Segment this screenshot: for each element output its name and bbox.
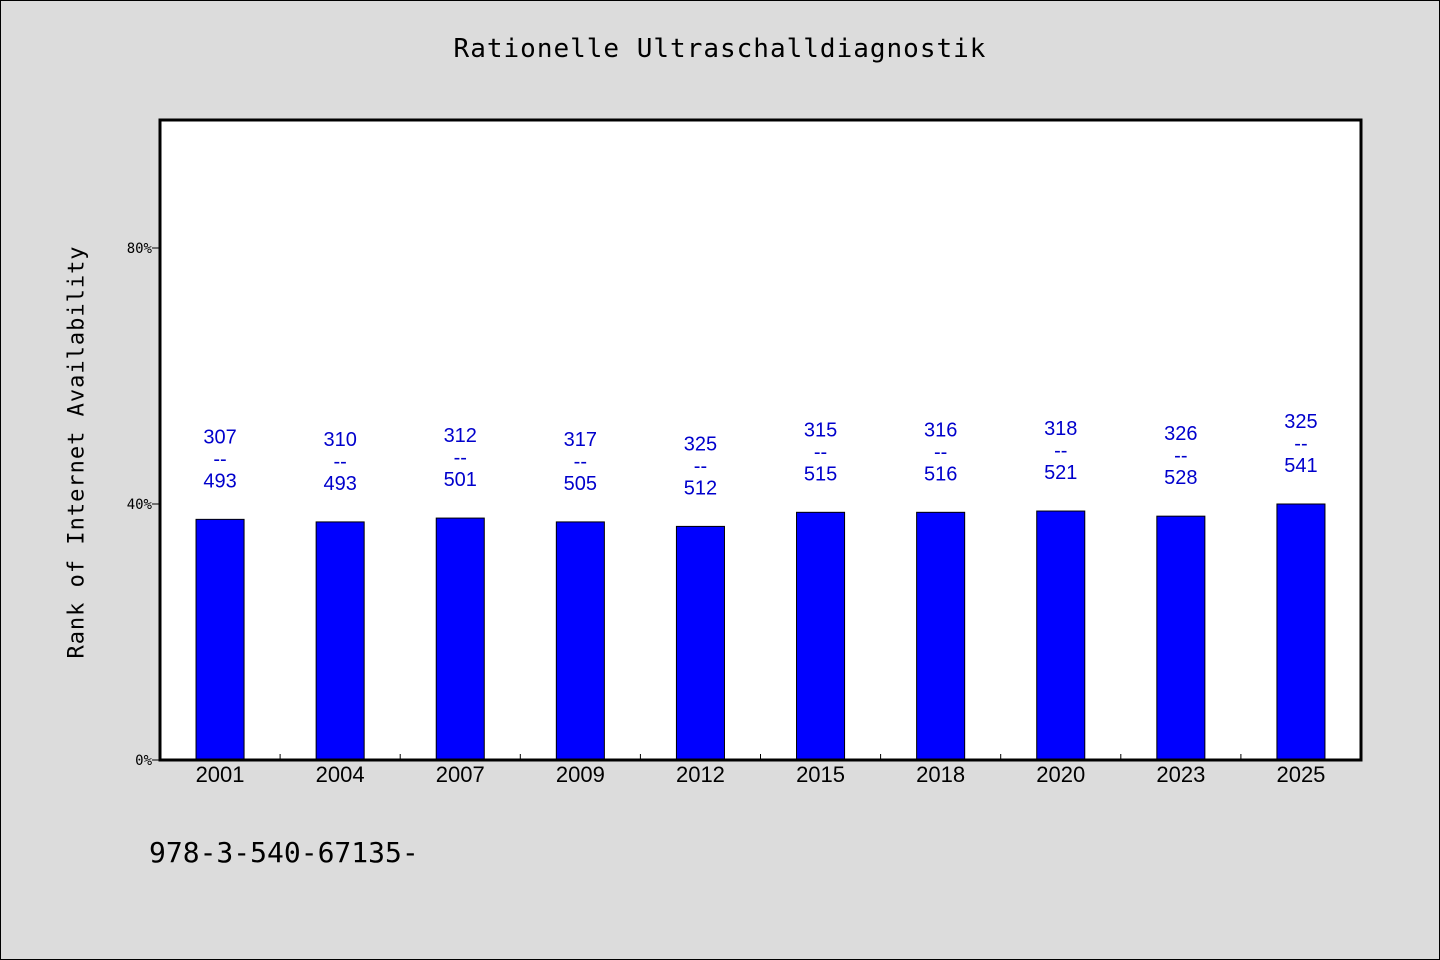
y-tick-label: 0%: [135, 753, 152, 769]
data-label: 521: [1044, 462, 1077, 484]
data-label: 541: [1284, 455, 1317, 477]
bars-group: [195, 503, 1326, 761]
data-label: 318: [1044, 418, 1077, 440]
data-label: --: [934, 441, 947, 463]
data-label: 310: [323, 429, 356, 451]
data-label: 493: [323, 473, 356, 495]
data-label: 325: [684, 433, 717, 455]
x-tick-label: 2004: [316, 762, 365, 787]
data-label: 493: [203, 470, 236, 492]
footer-code: 978-3-540-67135-: [149, 836, 419, 869]
x-tick-label: 2018: [916, 762, 965, 787]
bar: [1276, 503, 1326, 761]
data-label: 326: [1164, 423, 1197, 445]
data-label: --: [574, 451, 587, 473]
bar: [555, 521, 605, 761]
data-label: --: [1294, 433, 1307, 455]
data-label: 315: [804, 419, 837, 441]
x-tick-label: 2023: [1156, 762, 1205, 787]
bar: [796, 511, 846, 761]
bar: [195, 518, 245, 761]
data-label: 528: [1164, 467, 1197, 489]
data-label: 501: [444, 469, 477, 491]
data-label: 317: [564, 429, 597, 451]
data-label: --: [454, 447, 467, 469]
x-tick-label: 2001: [196, 762, 245, 787]
data-label: 325: [1284, 411, 1317, 433]
data-label: 512: [684, 477, 717, 499]
data-label: 307: [203, 426, 236, 448]
data-label: --: [1174, 445, 1187, 467]
x-tick-label: 2009: [556, 762, 605, 787]
data-label: 515: [804, 463, 837, 485]
chart-title: Rationelle Ultraschalldiagnostik: [453, 34, 987, 64]
data-label: --: [333, 451, 346, 473]
x-tick-label: 2007: [436, 762, 485, 787]
bar: [916, 511, 966, 761]
bar: [1156, 515, 1206, 761]
x-tick-label: 2025: [1276, 762, 1325, 787]
y-tick-label: 80%: [127, 241, 153, 257]
bar: [315, 521, 365, 761]
data-label: --: [1054, 440, 1067, 462]
bar: [435, 517, 485, 761]
data-label: --: [694, 455, 707, 477]
plot-border: [158, 118, 1363, 762]
y-tick-label: 40%: [127, 497, 153, 513]
x-tick-label: 2015: [796, 762, 845, 787]
data-label: --: [814, 441, 827, 463]
data-label: --: [213, 448, 226, 470]
data-label: 505: [564, 473, 597, 495]
bar: [1036, 510, 1086, 761]
data-labels-group: 307--493310--493312--501317--505325--512…: [203, 411, 1317, 499]
data-label: 316: [924, 419, 957, 441]
x-tick-label: 2020: [1036, 762, 1085, 787]
x-tick-label: 2012: [676, 762, 725, 787]
bar: [675, 525, 725, 761]
data-label: 312: [444, 425, 477, 447]
data-label: 516: [924, 463, 957, 485]
